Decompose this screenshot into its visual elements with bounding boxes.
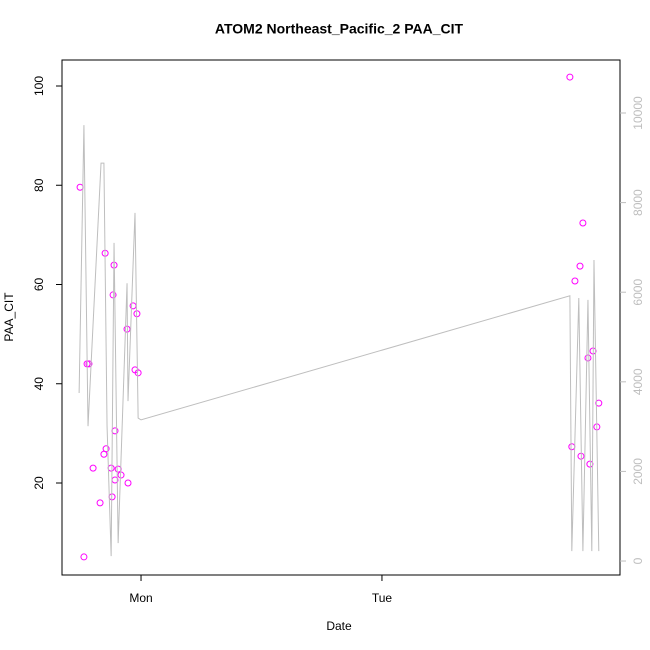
point: [595, 399, 603, 407]
x-axis-label: Date: [326, 619, 352, 633]
point: [134, 369, 142, 377]
y-tick-label: 40: [32, 377, 46, 391]
y2-tick-label: 4000: [631, 368, 645, 395]
point: [89, 464, 97, 472]
y-tick-label: 20: [32, 476, 46, 490]
plot-frame: [61, 59, 621, 576]
y2-tick-label: 2000: [631, 458, 645, 485]
point: [80, 553, 88, 561]
x-tick-label: Mon: [129, 591, 152, 605]
point: [102, 445, 110, 453]
y-tick-label: 100: [32, 76, 46, 96]
point: [124, 479, 132, 487]
point: [576, 262, 584, 270]
point: [76, 183, 84, 191]
point: [571, 277, 579, 285]
x-tick-label: Tue: [372, 591, 393, 605]
point: [96, 499, 104, 507]
point: [579, 219, 587, 227]
point: [107, 464, 115, 472]
y2-tick-label: 10000: [631, 96, 645, 130]
line-series: [78, 125, 600, 557]
y-tick-label: 80: [32, 178, 46, 192]
y2-tick-label: 0: [631, 557, 645, 564]
chart-title: ATOM2 Northeast_Pacific_2 PAA_CIT: [215, 21, 464, 37]
y-tick-label: 60: [32, 278, 46, 292]
y2-tick-label: 8000: [631, 189, 645, 216]
y2-tick-label: 6000: [631, 279, 645, 306]
point: [584, 354, 592, 362]
point: [566, 73, 574, 81]
y-axis-label: PAA_CIT: [2, 292, 16, 342]
point: [568, 443, 576, 451]
point: [85, 360, 93, 368]
